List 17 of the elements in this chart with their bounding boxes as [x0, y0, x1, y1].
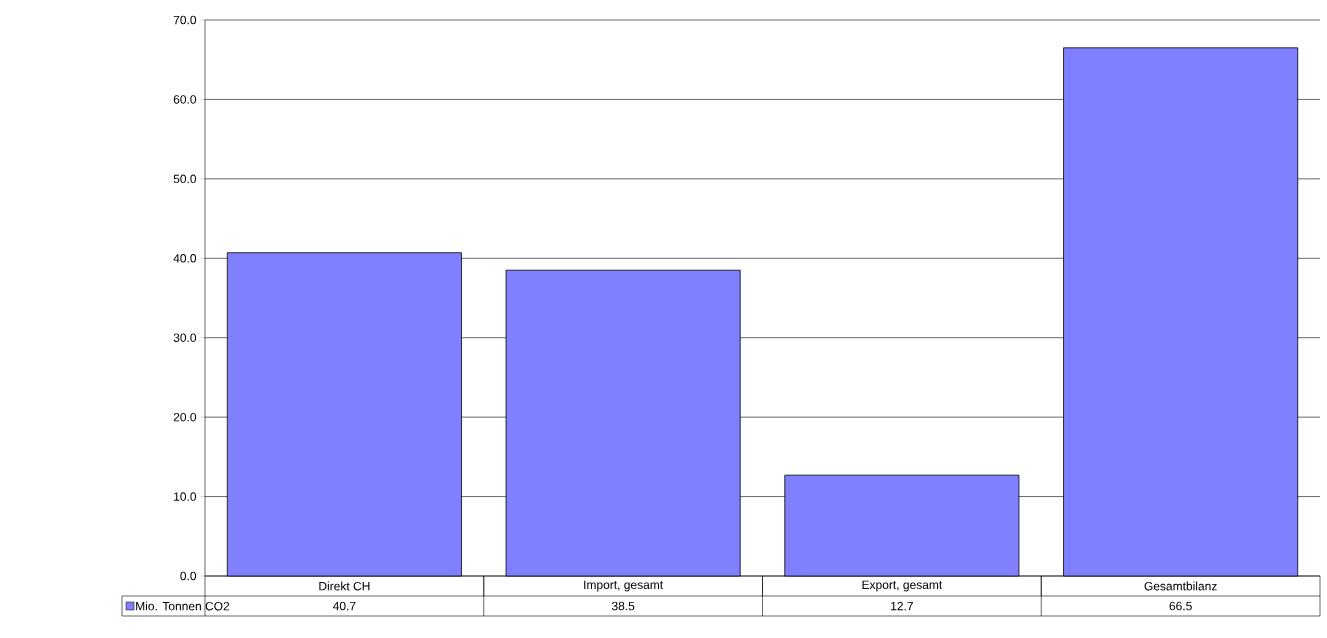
x-tick-label: Direkt CH	[319, 581, 370, 591]
y-tick-label: 60.0	[173, 95, 197, 104]
data-label: 12.7	[891, 601, 913, 611]
y-tick-label: 10.0	[174, 492, 197, 501]
x-tick-label: Import, gesamt	[584, 580, 664, 592]
y-tick-label: 0.0	[180, 571, 197, 581]
x-tick-label: Export, gesamt	[862, 580, 943, 592]
y-tick-label: 40.0	[173, 254, 197, 263]
data-label: 66.5	[1169, 601, 1192, 611]
x-tick-label: Gesamtbilanz	[1144, 581, 1217, 591]
y-tick-label: 50.0	[173, 174, 197, 184]
data-label: 38.5	[611, 601, 635, 611]
legend-label: Mio. Tonnen CO2	[136, 601, 230, 611]
data-label: 40.7	[332, 601, 356, 611]
y-tick-label: 70.0	[173, 15, 197, 25]
y-tick-label: 20.0	[173, 412, 197, 422]
y-tick-label: 30.0	[173, 333, 197, 342]
